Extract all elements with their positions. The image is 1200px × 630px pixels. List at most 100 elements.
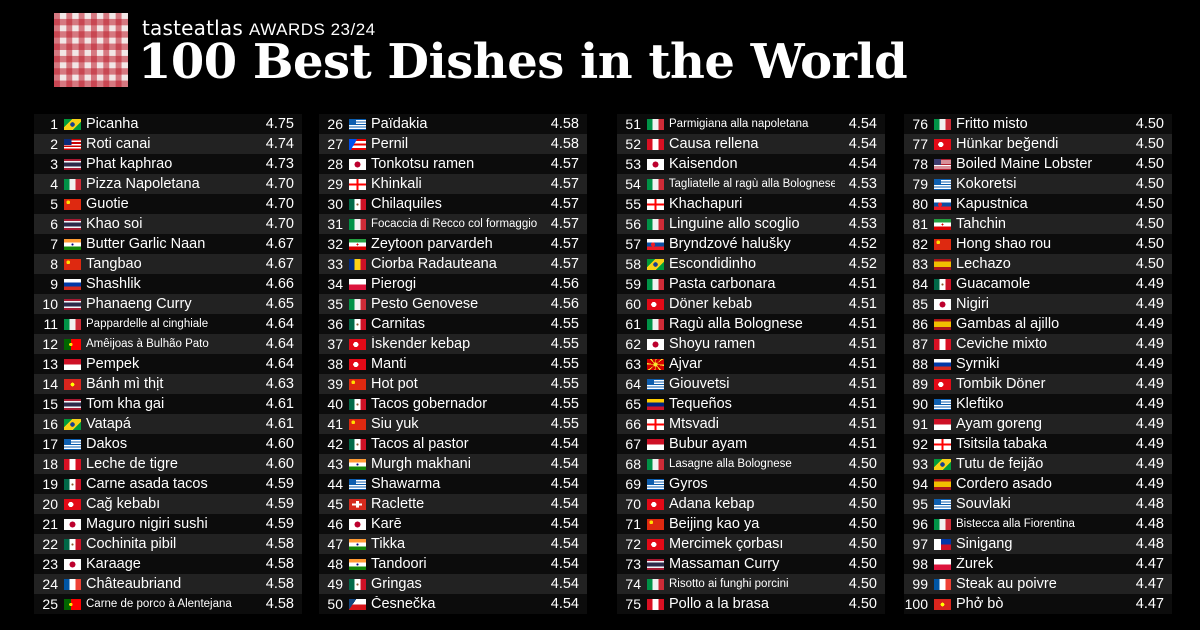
list-item: 41 Siu yuk 4.55: [319, 414, 587, 434]
dish-score: 4.58: [265, 536, 294, 552]
rank-number: 88: [912, 356, 928, 372]
list-item: 20 Cağ kebabı 4.59: [34, 494, 302, 514]
rank-number: 90: [912, 396, 928, 412]
country-flag-icon: [349, 258, 366, 270]
list-item: 86 Gambas al ajillo 4.49: [904, 314, 1172, 334]
dish-score: 4.51: [848, 276, 877, 292]
country-flag-icon: [349, 338, 366, 350]
rank-number: 55: [625, 196, 641, 212]
list-item: 93 Tutu de feijão 4.49: [904, 454, 1172, 474]
dish-name: Pernil: [371, 136, 409, 152]
list-item: 49 Gringas 4.54: [319, 574, 587, 594]
dish-score: 4.50: [848, 596, 877, 612]
country-flag-icon: [647, 278, 664, 290]
list-item: 52 Causa rellena 4.54: [617, 134, 885, 154]
dish-name: Linguine allo scoglio: [669, 216, 800, 232]
list-item: 31 Focaccia di Recco col formaggio 4.57: [319, 214, 587, 234]
dish-name: Phở bò: [956, 596, 1004, 612]
dish-score: 4.70: [265, 196, 294, 212]
dish-name: Syrniki: [956, 356, 1000, 372]
dish-name: Butter Garlic Naan: [86, 236, 206, 252]
country-flag-icon: [64, 518, 81, 530]
dish-score: 4.61: [265, 416, 294, 432]
dish-name: Causa rellena: [669, 136, 759, 152]
country-flag-icon: [934, 358, 951, 370]
dish-name: Vatapá: [86, 416, 131, 432]
dish-name: Karē: [371, 516, 402, 532]
list-item: 78 Boiled Maine Lobster 4.50: [904, 154, 1172, 174]
list-item: 61 Ragù alla Bolognese 4.51: [617, 314, 885, 334]
rank-number: 24: [42, 576, 58, 592]
list-item: 70 Adana kebap 4.50: [617, 494, 885, 514]
dish-name: Tacos al pastor: [371, 436, 469, 452]
country-flag-icon: [647, 238, 664, 250]
country-flag-icon: [647, 218, 664, 230]
list-item: 21 Maguro nigiri sushi 4.59: [34, 514, 302, 534]
list-item: 79 Kokoretsi 4.50: [904, 174, 1172, 194]
dish-name: Païdakia: [371, 116, 428, 132]
country-flag-icon: [64, 438, 81, 450]
dish-score: 4.53: [848, 196, 877, 212]
dish-name: Siu yuk: [371, 416, 419, 432]
list-item: 91 Ayam goreng 4.49: [904, 414, 1172, 434]
list-item: 72 Mercimek çorbası 4.50: [617, 534, 885, 554]
dish-score: 4.54: [848, 116, 877, 132]
country-flag-icon: [647, 338, 664, 350]
dish-score: 4.48: [1135, 516, 1164, 532]
rank-number: 3: [50, 156, 58, 172]
rank-number: 68: [625, 456, 641, 472]
list-item: 27 Pernil 4.58: [319, 134, 587, 154]
rank-number: 94: [912, 476, 928, 492]
list-item: 47 Tikka 4.54: [319, 534, 587, 554]
list-item: 88 Syrniki 4.49: [904, 354, 1172, 374]
rank-number: 30: [327, 196, 343, 212]
country-flag-icon: [349, 398, 366, 410]
country-flag-icon: [64, 498, 81, 510]
dish-score: 4.57: [550, 236, 579, 252]
list-item: 29 Khinkali 4.57: [319, 174, 587, 194]
dish-name: Tsitsila tabaka: [956, 436, 1048, 452]
country-flag-icon: [64, 238, 81, 250]
ranking-column-1: 1 Picanha 4.75 2 Roti canai 4.74 3 Phat kaphrao…: [34, 114, 302, 614]
country-flag-icon: [647, 558, 664, 570]
rank-number: 65: [625, 396, 641, 412]
list-item: 37 İskender kebap 4.55: [319, 334, 587, 354]
dish-score: 4.52: [848, 236, 877, 252]
rank-number: 98: [912, 556, 928, 572]
rank-number: 87: [912, 336, 928, 352]
dish-score: 4.50: [1135, 256, 1164, 272]
list-item: 12 Amêijoas à Bulhão Pato 4.64: [34, 334, 302, 354]
ranking-column-4: 76 Fritto misto 4.50 77 Hünkar beğendi 4.50 78…: [904, 114, 1172, 614]
list-item: 87 Ceviche mixto 4.49: [904, 334, 1172, 354]
list-item: 92 Tsitsila tabaka 4.49: [904, 434, 1172, 454]
dish-score: 4.55: [550, 356, 579, 372]
rank-number: 74: [625, 576, 641, 592]
dish-score: 4.70: [265, 216, 294, 232]
rank-number: 78: [912, 156, 928, 172]
rank-number: 36: [327, 316, 343, 332]
dish-score: 4.47: [1135, 596, 1164, 612]
list-item: 19 Carne asada tacos 4.59: [34, 474, 302, 494]
rank-number: 7: [50, 236, 58, 252]
list-item: 60 Döner kebab 4.51: [617, 294, 885, 314]
list-item: 81 Tahchin 4.50: [904, 214, 1172, 234]
awards-label: AWARDS 23/24: [249, 20, 376, 39]
rank-number: 9: [50, 276, 58, 292]
country-flag-icon: [349, 158, 366, 170]
dish-name: Ayam goreng: [956, 416, 1042, 432]
dish-score: 4.54: [550, 456, 579, 472]
country-flag-icon: [647, 598, 664, 610]
dish-name: Bubur ayam: [669, 436, 748, 452]
country-flag-icon: [349, 438, 366, 450]
country-flag-icon: [647, 478, 664, 490]
list-item: 55 Khachapuri 4.53: [617, 194, 885, 214]
list-item: 23 Karaage 4.58: [34, 554, 302, 574]
dish-name: Roti canai: [86, 136, 151, 152]
dish-score: 4.57: [550, 176, 579, 192]
rank-number: 60: [625, 296, 641, 312]
dish-name: Zeytoon parvardeh: [371, 236, 493, 252]
dish-name: Tom kha gai: [86, 396, 165, 412]
page-title: 100 Best Dishes in the World: [138, 34, 908, 90]
dish-name: Boiled Maine Lobster: [956, 156, 1093, 172]
dish-score: 4.61: [265, 396, 294, 412]
